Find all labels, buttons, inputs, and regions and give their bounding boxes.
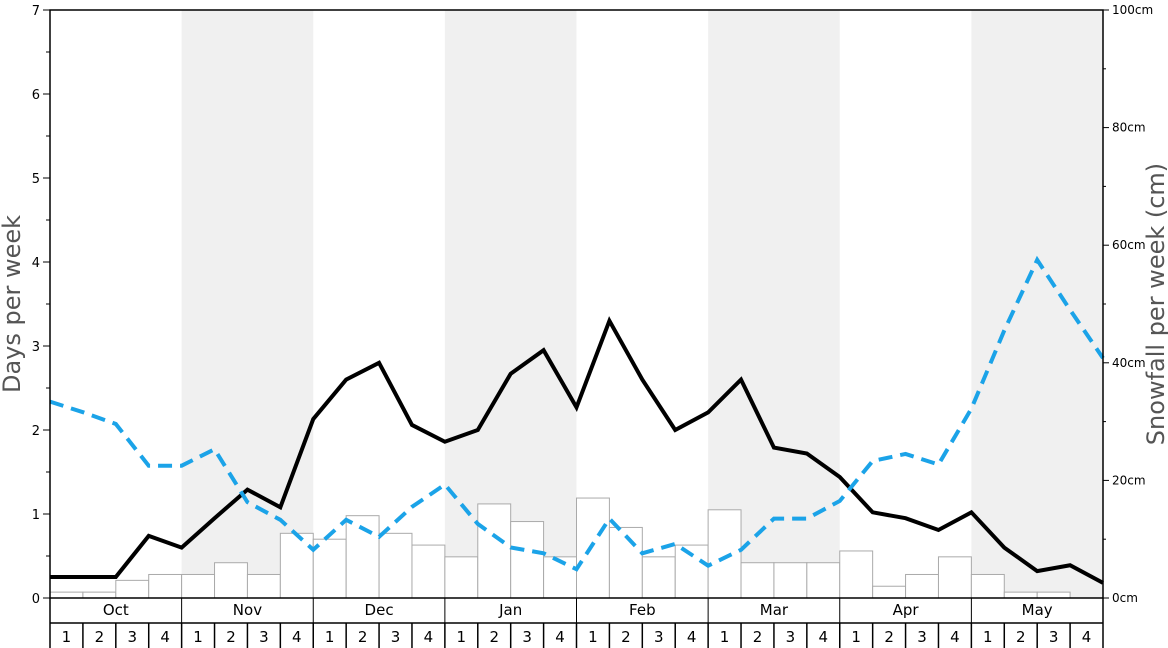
month-label-oct: Oct xyxy=(103,601,129,619)
week-label: 2 xyxy=(489,628,499,646)
left-tick-label: 5 xyxy=(32,172,40,187)
bar xyxy=(181,573,216,599)
bar xyxy=(477,503,512,599)
snowfall-line xyxy=(49,255,1105,572)
bar xyxy=(312,538,347,599)
week-label: 3 xyxy=(259,628,269,646)
bar xyxy=(279,532,314,599)
bar xyxy=(378,532,413,599)
week-label: 4 xyxy=(950,628,960,646)
dashed-line-series xyxy=(49,255,1105,572)
week-label: 4 xyxy=(819,628,829,646)
right-tick-label: 0cm xyxy=(1112,591,1138,605)
bar xyxy=(82,591,117,599)
week-label: 4 xyxy=(555,628,565,646)
month-shade-nov xyxy=(181,10,314,598)
week-label: 2 xyxy=(95,628,105,646)
black-line-series xyxy=(50,316,1104,585)
week-label: 4 xyxy=(160,628,170,646)
bar xyxy=(970,573,1005,599)
week-label: 1 xyxy=(62,628,72,646)
month-label-jan: Jan xyxy=(498,601,522,619)
x-axis: Oct Nov Dec Jan Feb Mar Apr May 1 2 3 4 1 2 3 4 1 2 3 4 1 2 3 4… xyxy=(49,598,1104,648)
week-label: 1 xyxy=(457,628,467,646)
week-label: 2 xyxy=(1016,628,1026,646)
week-label: 4 xyxy=(1082,628,1092,646)
month-shading xyxy=(181,10,1103,598)
bar xyxy=(937,556,972,599)
week-label: 3 xyxy=(391,628,401,646)
bar xyxy=(740,562,775,599)
week-label: 1 xyxy=(983,628,993,646)
left-tick-label: 2 xyxy=(32,424,40,439)
bar xyxy=(411,544,446,599)
month-shade-mar xyxy=(708,10,840,598)
week-label: 3 xyxy=(786,628,796,646)
right-tick-label: 60cm xyxy=(1112,238,1146,252)
left-axis: 0 1 2 3 4 5 6 7 xyxy=(32,4,50,607)
month-label-dec: Dec xyxy=(365,601,394,619)
month-label-nov: Nov xyxy=(233,601,262,619)
month-shade-may xyxy=(971,10,1103,598)
right-tick-label: 80cm xyxy=(1112,121,1146,135)
bar xyxy=(214,562,248,599)
bar-series xyxy=(49,497,1071,599)
week-label: 2 xyxy=(753,628,763,646)
left-tick-label: 4 xyxy=(32,256,40,271)
week-label: 1 xyxy=(193,628,203,646)
bar xyxy=(707,509,742,599)
week-label: 2 xyxy=(621,628,631,646)
bar xyxy=(115,579,150,599)
week-label: 3 xyxy=(1049,628,1059,646)
week-label: 2 xyxy=(358,628,368,646)
month-label-may: May xyxy=(1022,601,1053,619)
week-label: 2 xyxy=(884,628,894,646)
right-tick-label: 40cm xyxy=(1112,356,1146,370)
days-line xyxy=(50,316,1104,585)
month-shade-jan xyxy=(444,10,577,598)
bar xyxy=(49,591,84,599)
month-label-mar: Mar xyxy=(760,601,789,619)
bar xyxy=(576,497,610,599)
week-label: 4 xyxy=(424,628,434,646)
week-label: 1 xyxy=(588,628,598,646)
month-label-feb: Feb xyxy=(629,601,656,619)
week-label: 1 xyxy=(851,628,861,646)
week-label: 2 xyxy=(226,628,236,646)
right-tick-label: 20cm xyxy=(1112,473,1146,487)
week-label: 1 xyxy=(720,628,730,646)
left-tick-label: 6 xyxy=(32,88,40,103)
week-label: 3 xyxy=(522,628,532,646)
bar xyxy=(1003,591,1038,599)
bar xyxy=(806,562,841,599)
bar xyxy=(905,573,939,599)
week-label: 3 xyxy=(127,628,137,646)
right-tick-label: 100cm xyxy=(1112,3,1153,17)
week-label: 3 xyxy=(654,628,664,646)
week-label: 3 xyxy=(917,628,927,646)
bar xyxy=(872,585,907,599)
bar xyxy=(641,556,676,599)
bar xyxy=(148,573,183,599)
bar xyxy=(444,556,479,599)
bar xyxy=(773,562,808,599)
month-label-apr: Apr xyxy=(893,601,920,619)
bar xyxy=(839,550,874,599)
bar xyxy=(246,573,281,599)
right-axis-title: Snowfall per week (cm) xyxy=(1142,163,1168,445)
bar xyxy=(543,556,577,599)
left-axis-title: Days per week xyxy=(0,215,26,393)
right-axis: 0cm 20cm 40cm 60cm 80cm 100cm xyxy=(1103,3,1153,605)
left-tick-label: 3 xyxy=(32,340,40,355)
week-label: 4 xyxy=(687,628,697,646)
left-tick-label: 0 xyxy=(32,592,40,607)
week-label: 4 xyxy=(292,628,302,646)
week-label: 1 xyxy=(325,628,335,646)
bar xyxy=(510,521,545,599)
left-tick-label: 7 xyxy=(32,4,40,19)
left-tick-label: 1 xyxy=(32,508,40,523)
bar xyxy=(1036,591,1071,599)
